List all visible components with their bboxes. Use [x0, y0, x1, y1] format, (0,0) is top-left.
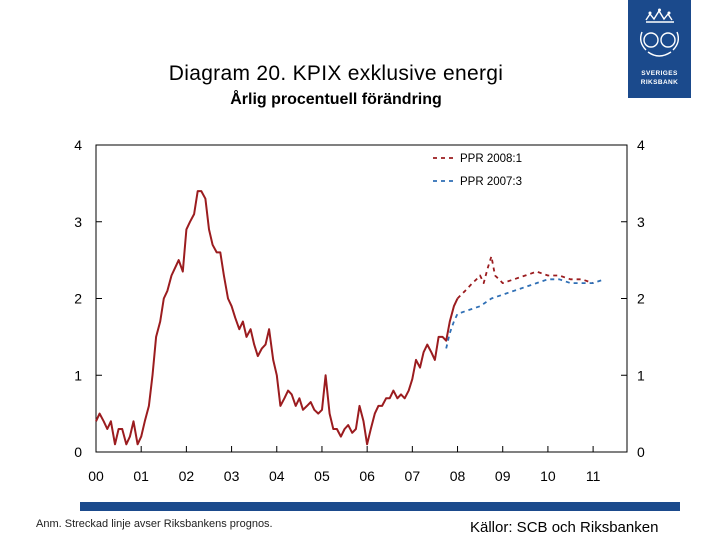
x-tick-label: 01	[133, 468, 149, 484]
x-tick-label: 08	[450, 468, 466, 484]
crown-crest-icon	[639, 8, 680, 57]
y-tick-label-right: 1	[637, 367, 645, 383]
series-line-ppr-2007-3	[445, 278, 605, 349]
x-tick-label: 00	[88, 468, 104, 484]
x-tick-label: 04	[269, 468, 285, 484]
x-tick-label: 11	[586, 468, 601, 484]
y-tick-label-right: 0	[637, 444, 645, 460]
x-tick-label: 09	[495, 468, 511, 484]
chart-subtitle: Årlig procentuell förändring	[230, 91, 442, 108]
x-tick-label: 05	[314, 468, 330, 484]
legend-label: PPR 2007:3	[460, 176, 522, 188]
y-tick-label-left: 4	[74, 137, 82, 153]
y-tick-label-left: 2	[74, 291, 82, 307]
chart-title: Diagram 20. KPIX exklusive energi	[168, 62, 504, 85]
y-tick-label-left: 1	[74, 367, 82, 383]
x-tick-label: 03	[224, 468, 240, 484]
legend-label: PPR 2008:1	[460, 153, 522, 165]
footer-note: Anm. Streckad linje avser Riksbankens pr…	[36, 518, 273, 530]
series-line-ppr-2008-1	[456, 255, 594, 300]
logo-text-line2: RIKSBANK	[640, 79, 679, 86]
x-tick-label: 06	[359, 468, 375, 484]
footer-source: Källor: SCB och Riksbanken	[470, 519, 659, 536]
plot-frame	[95, 144, 628, 453]
series-line-kpix	[95, 190, 459, 446]
x-tick-label: 10	[540, 468, 556, 484]
y-tick-label-right: 2	[637, 291, 645, 307]
x-tick-label: 02	[179, 468, 195, 484]
logo-text-line1: SVERIGES	[641, 70, 678, 77]
y-tick-label-left: 0	[74, 444, 82, 460]
y-tick-label-right: 4	[637, 137, 645, 153]
y-tick-label-right: 3	[637, 214, 645, 230]
y-tick-label-left: 3	[74, 214, 82, 230]
riksbank-logo: SVERIGES RIKSBANK	[628, 0, 691, 98]
footer-rule	[80, 502, 680, 511]
x-tick-label: 07	[405, 468, 421, 484]
